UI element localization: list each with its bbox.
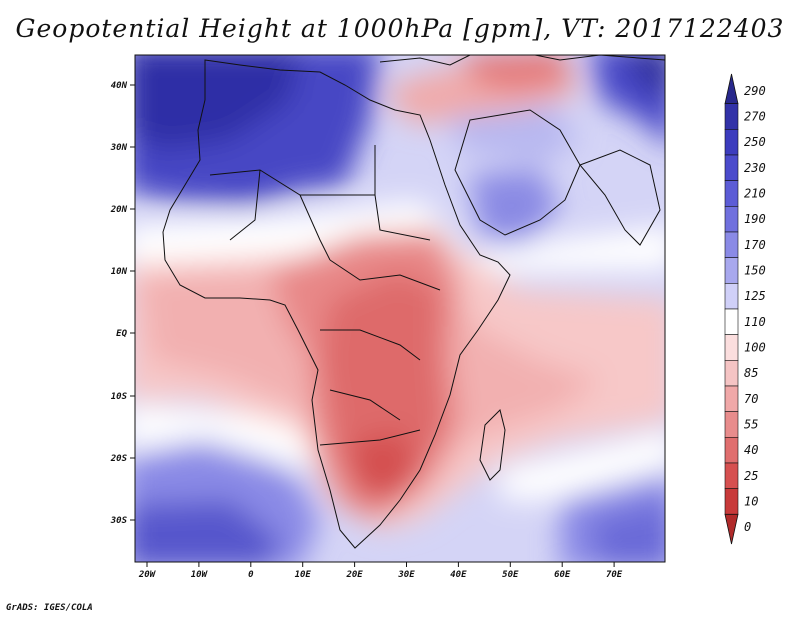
lon-label: 70E <box>606 570 623 580</box>
colorbar-swatch <box>724 206 739 233</box>
height-field <box>135 55 665 562</box>
colorbar: 2902702502302101901701501251101008570554… <box>724 73 766 545</box>
lat-label: 10N <box>111 267 128 277</box>
colorbar-swatch <box>724 385 739 412</box>
colorbar-label: 25 <box>744 469 758 483</box>
colorbar-swatch <box>724 334 739 361</box>
colorbar-label: 190 <box>744 212 766 226</box>
colorbar-swatch <box>724 129 739 156</box>
colorbar-swatch <box>724 308 739 335</box>
lon-label: 60E <box>554 570 571 580</box>
lon-label: 50E <box>502 570 519 580</box>
colorbar-swatch <box>724 360 739 387</box>
lon-label: 20W <box>138 570 157 580</box>
colorbar-swatch <box>724 488 739 515</box>
lon-label: 10W <box>191 570 209 580</box>
colorbar-label: 10 <box>744 495 758 509</box>
colorbar-swatch <box>724 154 739 181</box>
lon-label: 30E <box>397 570 415 580</box>
colorbar-label: 55 <box>744 418 758 432</box>
colorbar-label: 110 <box>744 315 766 329</box>
longitude-axis: 20W 10W 0 10E 20E 30E 40E 50E 60E 70E <box>138 562 623 580</box>
grads-credit: GrADS: IGES/COLA <box>6 603 93 613</box>
lat-label: 20S <box>110 454 128 464</box>
colorbar-swatch <box>724 103 739 130</box>
colorbar-cap-bottom <box>724 513 739 545</box>
chart-title: Geopotential Height at 1000hPa [gpm], VT… <box>15 14 785 43</box>
colorbar-cap-top <box>724 73 739 105</box>
colorbar-label: 0 <box>744 520 751 534</box>
colorbar-swatch <box>724 180 739 207</box>
colorbar-label: 85 <box>744 366 758 380</box>
colorbar-label: 150 <box>744 264 766 278</box>
lat-label: 30S <box>110 516 128 526</box>
colorbar-swatch <box>724 257 739 284</box>
lat-label: 10S <box>111 392 128 402</box>
lon-label: 0 <box>248 570 254 580</box>
colorbar-label: 290 <box>744 84 766 98</box>
colorbar-label: 100 <box>744 341 766 355</box>
colorbar-label: 270 <box>744 110 766 124</box>
lon-label: 40E <box>450 570 467 580</box>
colorbar-label: 125 <box>744 289 766 303</box>
colorbar-swatch <box>724 437 739 464</box>
lon-label: 20E <box>345 570 363 580</box>
colorbar-label: 40 <box>744 443 758 457</box>
latitude-axis: 40N 30N 20N 10N EQ 10S 20S 30S <box>110 81 135 526</box>
lat-label: 40N <box>111 81 128 91</box>
map-frame <box>134 54 666 563</box>
colorbar-label: 230 <box>744 161 766 175</box>
colorbar-label: 250 <box>744 135 766 149</box>
lat-label: 30N <box>110 143 128 153</box>
colorbar-label: 170 <box>744 238 766 252</box>
lat-label: EQ <box>116 329 127 339</box>
colorbar-swatch <box>724 411 739 438</box>
colorbar-swatch <box>724 462 739 489</box>
coastlines <box>162 55 665 549</box>
lat-label: 20N <box>110 205 128 215</box>
colorbar-label: 70 <box>744 392 758 406</box>
colorbar-swatch <box>724 283 739 310</box>
lon-label: 10E <box>295 570 312 580</box>
colorbar-swatch <box>724 231 739 258</box>
colorbar-label: 210 <box>744 187 766 201</box>
